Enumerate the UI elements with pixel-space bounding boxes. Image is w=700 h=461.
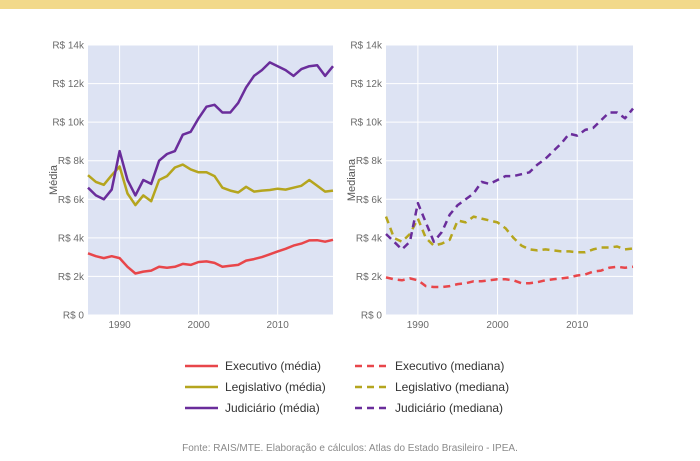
- y-tick-label: R$ 12k: [52, 79, 85, 90]
- y-tick-label: R$ 2k: [58, 272, 85, 283]
- legend-label: Judiciário (mediana): [395, 401, 503, 415]
- legend-label: Executivo (mediana): [395, 359, 504, 373]
- y-tick-label: R$ 0: [63, 311, 85, 322]
- series-line-executivo-mediana: [385, 265, 634, 289]
- y-tick-label: R$ 4k: [58, 233, 85, 244]
- x-tick-label: 2000: [486, 320, 509, 331]
- series-line-judiciario-mediana: [385, 107, 634, 251]
- y-tick-label: R$ 4k: [356, 233, 383, 244]
- y-tick-label: R$ 0: [361, 311, 383, 322]
- plot-area: [386, 45, 633, 315]
- legend-label: Judiciário (média): [225, 401, 320, 415]
- y-tick-label: R$ 6k: [58, 195, 85, 206]
- x-tick-label: 2000: [188, 320, 211, 331]
- source-note: Fonte: RAIS/MTE. Elaboração e cálculos: …: [182, 443, 518, 454]
- x-tick-label: 2010: [566, 320, 589, 331]
- series-line-legislativo-media: [87, 163, 334, 207]
- y-tick-label: R$ 8k: [58, 156, 85, 167]
- y-tick-label: R$ 10k: [350, 118, 383, 129]
- chart-panel-media: R$ 0 R$ 2k R$ 4k R$ 6k R$ 8k R$ 10k R$ 12k R$ 1…: [48, 41, 334, 331]
- x-tick-label: 2010: [267, 320, 290, 331]
- legend-label: Executivo (média): [225, 359, 321, 373]
- y-tick-label: R$ 12k: [350, 79, 383, 90]
- series-line-legislativo-mediana: [384, 215, 634, 254]
- y-axis-title: Média: [48, 164, 60, 195]
- series-line-judiciario-media: [87, 61, 334, 201]
- y-tick-label: R$ 8k: [356, 156, 383, 167]
- series-line-executivo-media: [87, 238, 334, 275]
- x-tick-label: 1990: [407, 320, 430, 331]
- chart-panel-mediana: R$ 0 R$ 2k R$ 4k R$ 6k R$ 8k R$ 10k R$ 12k R$ 1…: [346, 41, 634, 331]
- top-accent-bar: [0, 0, 700, 9]
- y-tick-label: R$ 14k: [52, 41, 85, 52]
- legend-label: Legislativo (mediana): [395, 380, 509, 394]
- y-tick-label: R$ 14k: [350, 41, 383, 52]
- legend: Executivo (média) Legislativo (média) Judi…: [185, 359, 509, 415]
- y-tick-label: R$ 10k: [52, 118, 85, 129]
- legend-label: Legislativo (média): [225, 380, 326, 394]
- y-tick-label: R$ 6k: [356, 195, 383, 206]
- y-tick-label: R$ 2k: [356, 272, 383, 283]
- x-tick-label: 1990: [108, 320, 131, 331]
- y-axis-title: Mediana: [346, 158, 358, 201]
